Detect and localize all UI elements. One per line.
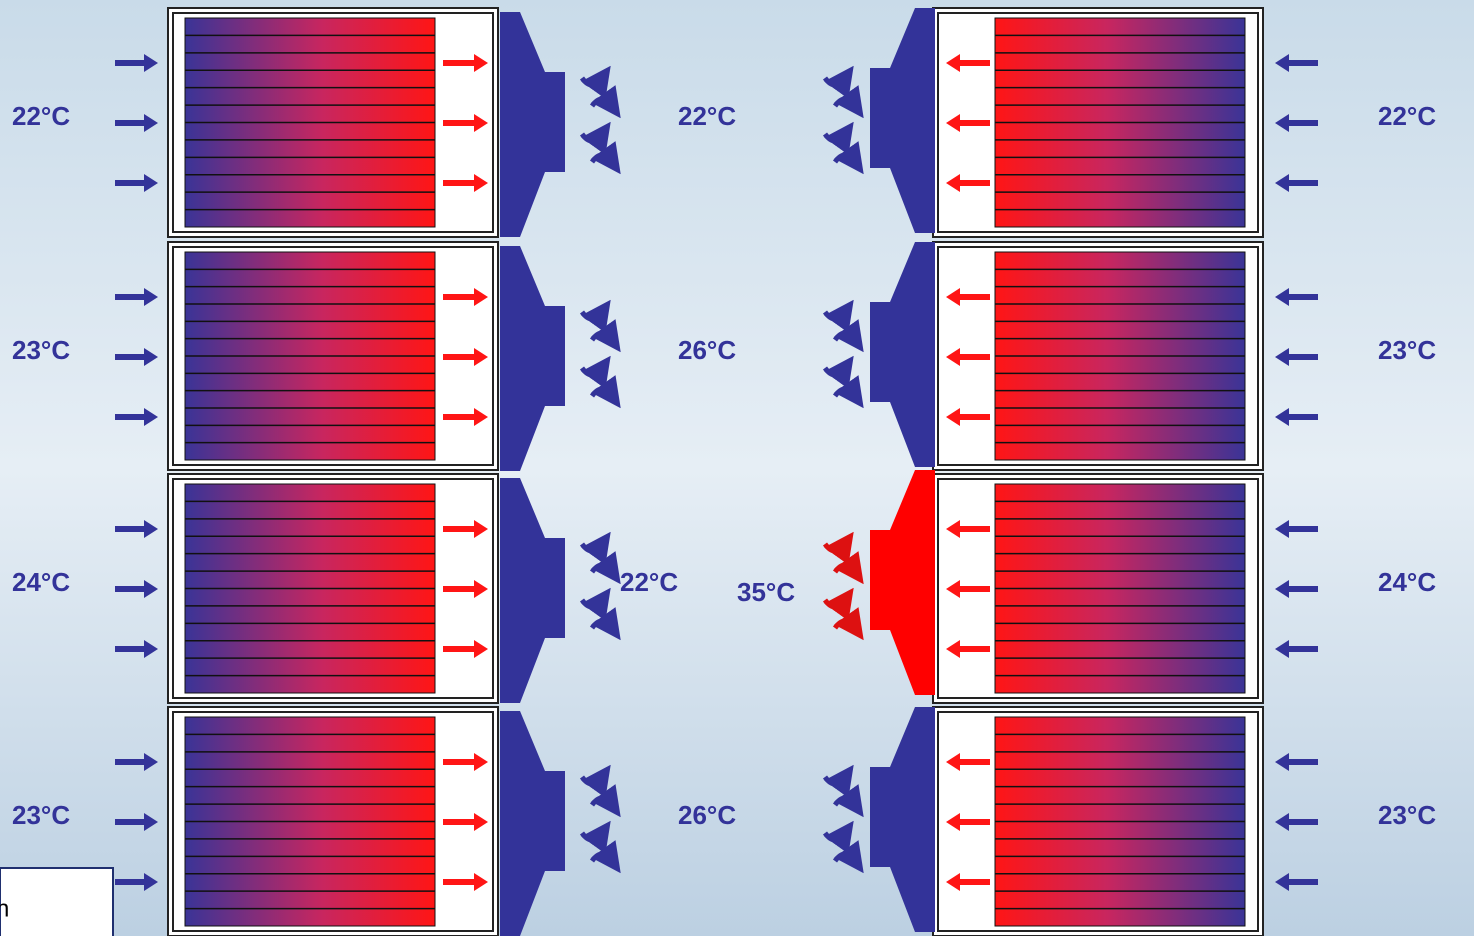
inlet-temp: 23°C [1378,800,1436,830]
page: n 22°C 22°C 22°C 23°C 26°C 23°C 24°C 22°C 35°C 24… [0,0,1474,936]
inlet-temp: 23°C [12,335,70,365]
inlet-temp: 23°C [12,800,70,830]
corner-box [0,868,113,936]
inlet-temp: 22°C [12,101,70,131]
aisle-temp: 22°C [620,567,678,597]
diagram: n 22°C 22°C 22°C 23°C 26°C 23°C 24°C 22°C 35°C 24… [0,0,1474,936]
inlet-temp: 22°C [1378,101,1436,131]
corner-text: n [0,895,9,922]
aisle-temp: 26°C [678,335,736,365]
aisle-temp: 26°C [678,800,736,830]
aisle-temp-hot: 35°C [737,577,795,607]
inlet-temp: 23°C [1378,335,1436,365]
inlet-temp: 24°C [1378,567,1436,597]
aisle-temp: 22°C [678,101,736,131]
inlet-temp: 24°C [12,567,70,597]
